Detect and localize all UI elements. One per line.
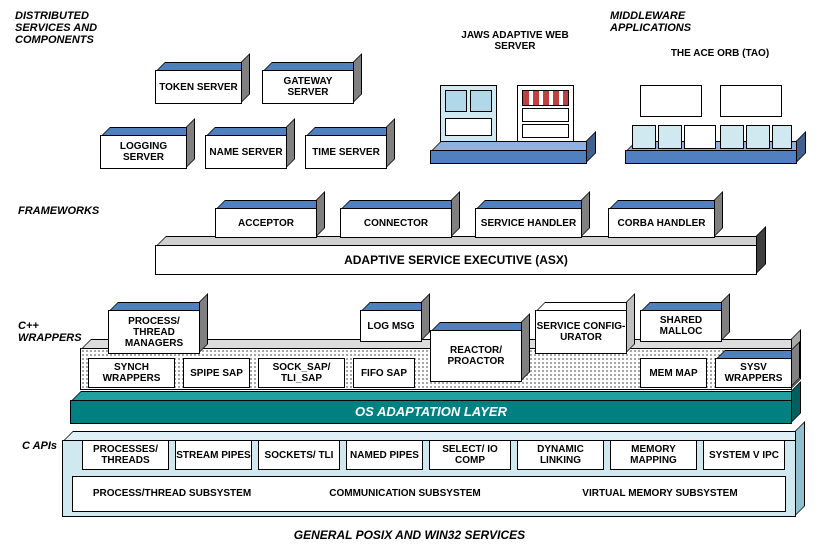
system-v-ipc-box: SYSTEM V IPC [703,440,785,470]
synch-wrappers-box: SYNCH WRAPPERS [88,358,175,388]
comm-subsystem-text: COMMUNICATION SUBSYSTEM [280,478,530,508]
sockets-tli-box: SOCKETS/ TLI [258,440,340,470]
stream-pipes-box: STREAM PIPES [175,440,252,470]
spipe-sap-box: SPIPE SAP [183,358,250,388]
tao-box-8 [772,125,792,149]
frameworks-label: FRAMEWORKS [18,205,99,217]
footer-text: GENERAL POSIX AND WIN32 SERVICES [0,528,819,542]
tao-platform [625,150,797,164]
memory-mapping-box: MEMORY MAPPING [610,440,697,470]
shared-malloc-box: SHARED MALLOC [640,310,722,342]
dynamic-linking-box: DYNAMIC LINKING [517,440,604,470]
tao-box-6 [720,125,744,149]
jaws-detail-6 [522,124,569,138]
sysv-wrappers-box: SYSV WRAPPERS [715,358,792,388]
distributed-label: DISTRIBUTED SERVICES AND COMPONENTS [15,10,135,46]
tao-label: THE ACE ORB (TAO) [650,48,790,59]
tao-box-1 [640,85,702,117]
process-managers-box: PROCESS/ THREAD MANAGERS [108,310,200,354]
process-subsystem-text: PROCESS/THREAD SUBSYSTEM [72,478,272,508]
token-server: TOKEN SERVER [155,70,242,104]
service-config-box: SERVICE CONFIG- URATOR [535,310,627,354]
logging-server: LOGGING SERVER [100,135,187,169]
reactor-box: REACTOR/ PROACTOR [430,330,522,382]
tao-box-2 [720,85,782,117]
fifo-sap-box: FIFO SAP [353,358,415,388]
processes-threads-box: PROCESSES/ THREADS [82,440,169,470]
jaws-detail-3 [445,118,492,136]
vm-subsystem-text: VIRTUAL MEMORY SUBSYSTEM [540,478,780,508]
sock-sap-box: SOCK_SAP/ TLI_SAP [258,358,345,388]
log-msg-box: LOG MSG [360,310,422,342]
middleware-label: MIDDLEWARE APPLICATIONS [610,10,730,34]
service-handler-box: SERVICE HANDLER [475,208,582,238]
tao-box-5 [684,125,716,149]
acceptor-box: ACCEPTOR [215,208,317,238]
jaws-detail-4 [522,90,569,106]
jaws-detail-2 [470,90,492,112]
select-io-box: SELECT/ IO COMP [429,440,511,470]
tao-box-3 [632,125,656,149]
named-pipes-box: NAMED PIPES [346,440,423,470]
jaws-detail-5 [522,108,569,122]
tao-box-7 [746,125,770,149]
asx-platform: ADAPTIVE SERVICE EXECUTIVE (ASX) [155,245,757,275]
tao-box-4 [658,125,682,149]
os-adaptation-layer: OS ADAPTATION LAYER [70,400,792,424]
jaws-detail-1 [445,90,467,112]
mem-map-box: MEM MAP [640,358,707,388]
corba-handler-box: CORBA HANDLER [608,208,715,238]
name-server: NAME SERVER [205,135,287,169]
gateway-server: GATEWAY SERVER [262,70,354,104]
time-server: TIME SERVER [305,135,387,169]
cpp-label: C++ WRAPPERS [18,320,98,344]
connector-box: CONNECTOR [340,208,452,238]
jaws-label: JAWS ADAPTIVE WEB SERVER [445,30,585,52]
jaws-platform [430,150,587,164]
